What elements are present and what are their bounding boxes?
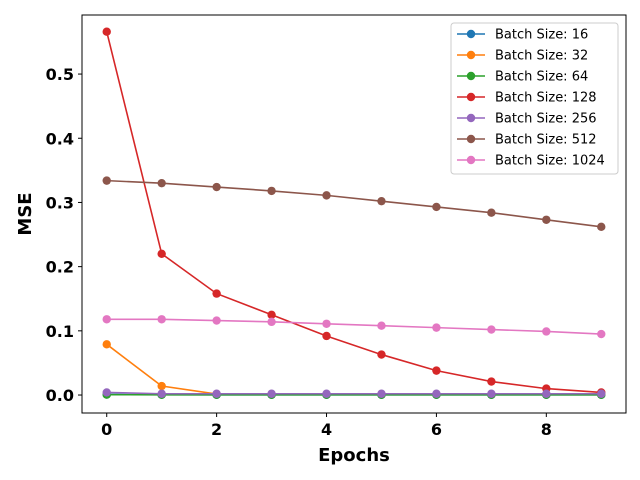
data-point [322,389,331,398]
data-point [267,389,276,398]
data-point [102,340,111,349]
x-tick-label: 8 [541,420,552,439]
data-point [377,321,386,330]
legend-entry: Batch Size: 128 [457,91,597,106]
legend-entry: Batch Size: 256 [457,112,597,127]
data-point [542,215,551,224]
y-tick-label: 0.5 [46,65,74,84]
data-point [157,315,166,324]
legend-entry: Batch Size: 1024 [457,154,605,169]
legend-label: Batch Size: 1024 [495,154,605,169]
data-point [102,315,111,324]
x-axis: 0 2 4 6 8 [101,413,552,439]
data-point [542,327,551,336]
data-point [102,388,111,397]
data-point [212,316,221,325]
legend: Batch Size: 16 Batch Size: 32 Batch Size: … [450,22,619,175]
legend-swatch-marker [466,50,476,60]
data-point [377,350,386,359]
data-point [432,202,441,212]
legend-swatch-marker [466,134,476,144]
legend-swatch-marker [466,71,476,81]
legend-label: Batch Size: 64 [495,70,588,85]
series-line [105,31,602,394]
series-line [106,179,602,228]
legend-swatch-marker [466,113,476,123]
y-tick-label: 0.2 [46,258,74,277]
series-layer [102,27,606,400]
data-point [542,389,551,398]
data-point [377,389,386,398]
x-tick-label: 2 [211,420,222,439]
y-tick-label: 0.1 [46,322,74,341]
y-tick-label: 0.0 [46,386,74,405]
data-point [157,178,166,188]
data-point [432,366,441,375]
data-point [487,389,496,398]
legend-label: Batch Size: 128 [495,91,597,106]
data-point [487,377,496,386]
data-point [157,249,166,258]
legend-entry: Batch Size: 32 [457,49,588,64]
legend-label: Batch Size: 256 [495,112,597,127]
series-line [106,391,602,395]
y-tick-label: 0.4 [46,129,74,148]
data-point [267,310,276,319]
data-point [212,182,221,192]
data-point [212,389,221,398]
data-point [322,319,331,328]
data-point [597,329,606,339]
x-tick-label: 6 [431,420,442,439]
legend-entry: Batch Size: 16 [457,28,588,43]
data-point [212,289,221,298]
series-5 [102,176,606,232]
data-point [432,323,441,332]
data-point [597,389,606,398]
data-point [102,176,111,185]
series-4 [102,388,606,398]
x-tick-label: 4 [321,420,332,439]
plot-frame [81,14,627,414]
legend-label: Batch Size: 16 [495,28,588,43]
data-point [377,196,386,206]
legend-label: Batch Size: 32 [495,49,588,64]
data-point [322,331,331,341]
data-point [157,381,166,391]
data-point [322,191,331,200]
y-axis: 0.0 0.1 0.2 0.3 0.4 0.5 [46,65,82,405]
data-point [487,325,496,334]
series-6 [102,315,606,339]
data-point [267,317,276,327]
data-point [102,27,111,36]
data-point [597,222,606,232]
legend-entry: Batch Size: 64 [457,70,588,85]
data-point [157,389,166,398]
legend-swatch-marker [466,29,476,39]
y-tick-label: 0.3 [46,193,74,212]
x-axis-label: Epochs [318,445,390,466]
legend-box [450,22,619,175]
y-axis-label: MSE [15,192,36,235]
legend-entry: Batch Size: 512 [457,133,597,148]
legend-swatch-marker [466,155,476,165]
legend-label: Batch Size: 512 [495,133,597,148]
data-point [267,186,276,196]
x-tick-label: 0 [101,420,112,439]
legend-swatch-marker [466,92,476,102]
data-point [432,389,441,398]
data-point [487,208,496,217]
series-line [106,318,602,335]
